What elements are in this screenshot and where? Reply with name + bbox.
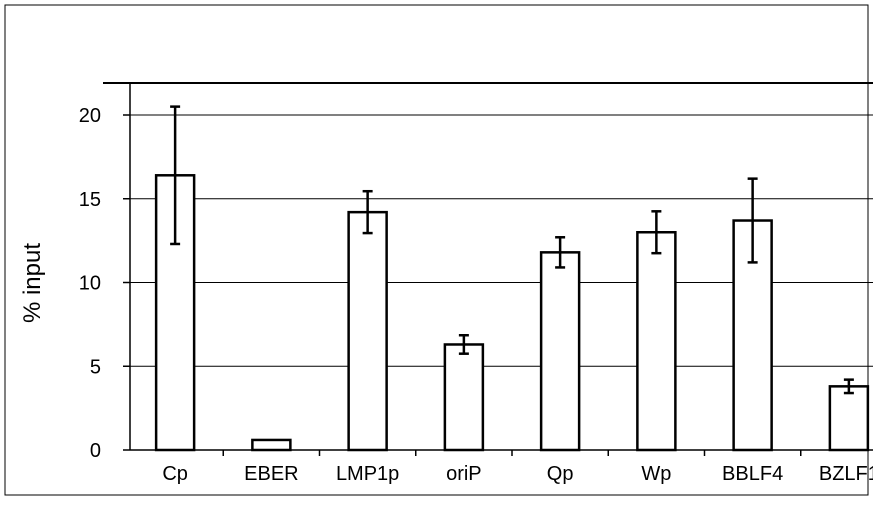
x-tick-label: oriP [446, 463, 482, 485]
y-tick-label: 5 [90, 356, 101, 378]
y-tick-label: 20 [79, 105, 101, 127]
x-tick-label: EBER [244, 463, 298, 485]
bar-qp [539, 251, 581, 452]
error-bars [170, 105, 854, 395]
tick-labels: 0 5 10 15 20 Cp EBER LMP1p oriP Qp Wp BBLF4 BZLF1 [79, 105, 873, 485]
x-tick-label: BZLF1 [819, 463, 873, 485]
y-tick-label: 15 [79, 189, 101, 211]
error-bar-bzlf1 [843, 378, 854, 395]
bar-lmp1p [347, 210, 388, 452]
bar-orip [443, 343, 485, 452]
y-tick-label: 10 [79, 273, 101, 295]
error-bar-bblf4 [747, 177, 758, 264]
y-axis-label: % input [19, 243, 46, 323]
x-tick-label: Qp [547, 463, 574, 485]
bar-bzlf1 [828, 385, 870, 452]
x-tick-label: Cp [162, 463, 188, 485]
error-bar-wp [651, 210, 662, 255]
bar-wp [636, 231, 677, 452]
y-tick-label: 0 [90, 440, 101, 462]
x-tick-label: LMP1p [336, 463, 399, 485]
error-bar-qp [555, 236, 566, 269]
x-tick-label: Wp [641, 463, 671, 485]
error-bar-orip [458, 334, 469, 355]
x-tick-label: BBLF4 [722, 463, 783, 485]
chart-border [4, 4, 869, 496]
error-bar-cp [170, 105, 181, 246]
bar-eber [251, 438, 292, 452]
error-bar-lmp1p [362, 189, 373, 235]
